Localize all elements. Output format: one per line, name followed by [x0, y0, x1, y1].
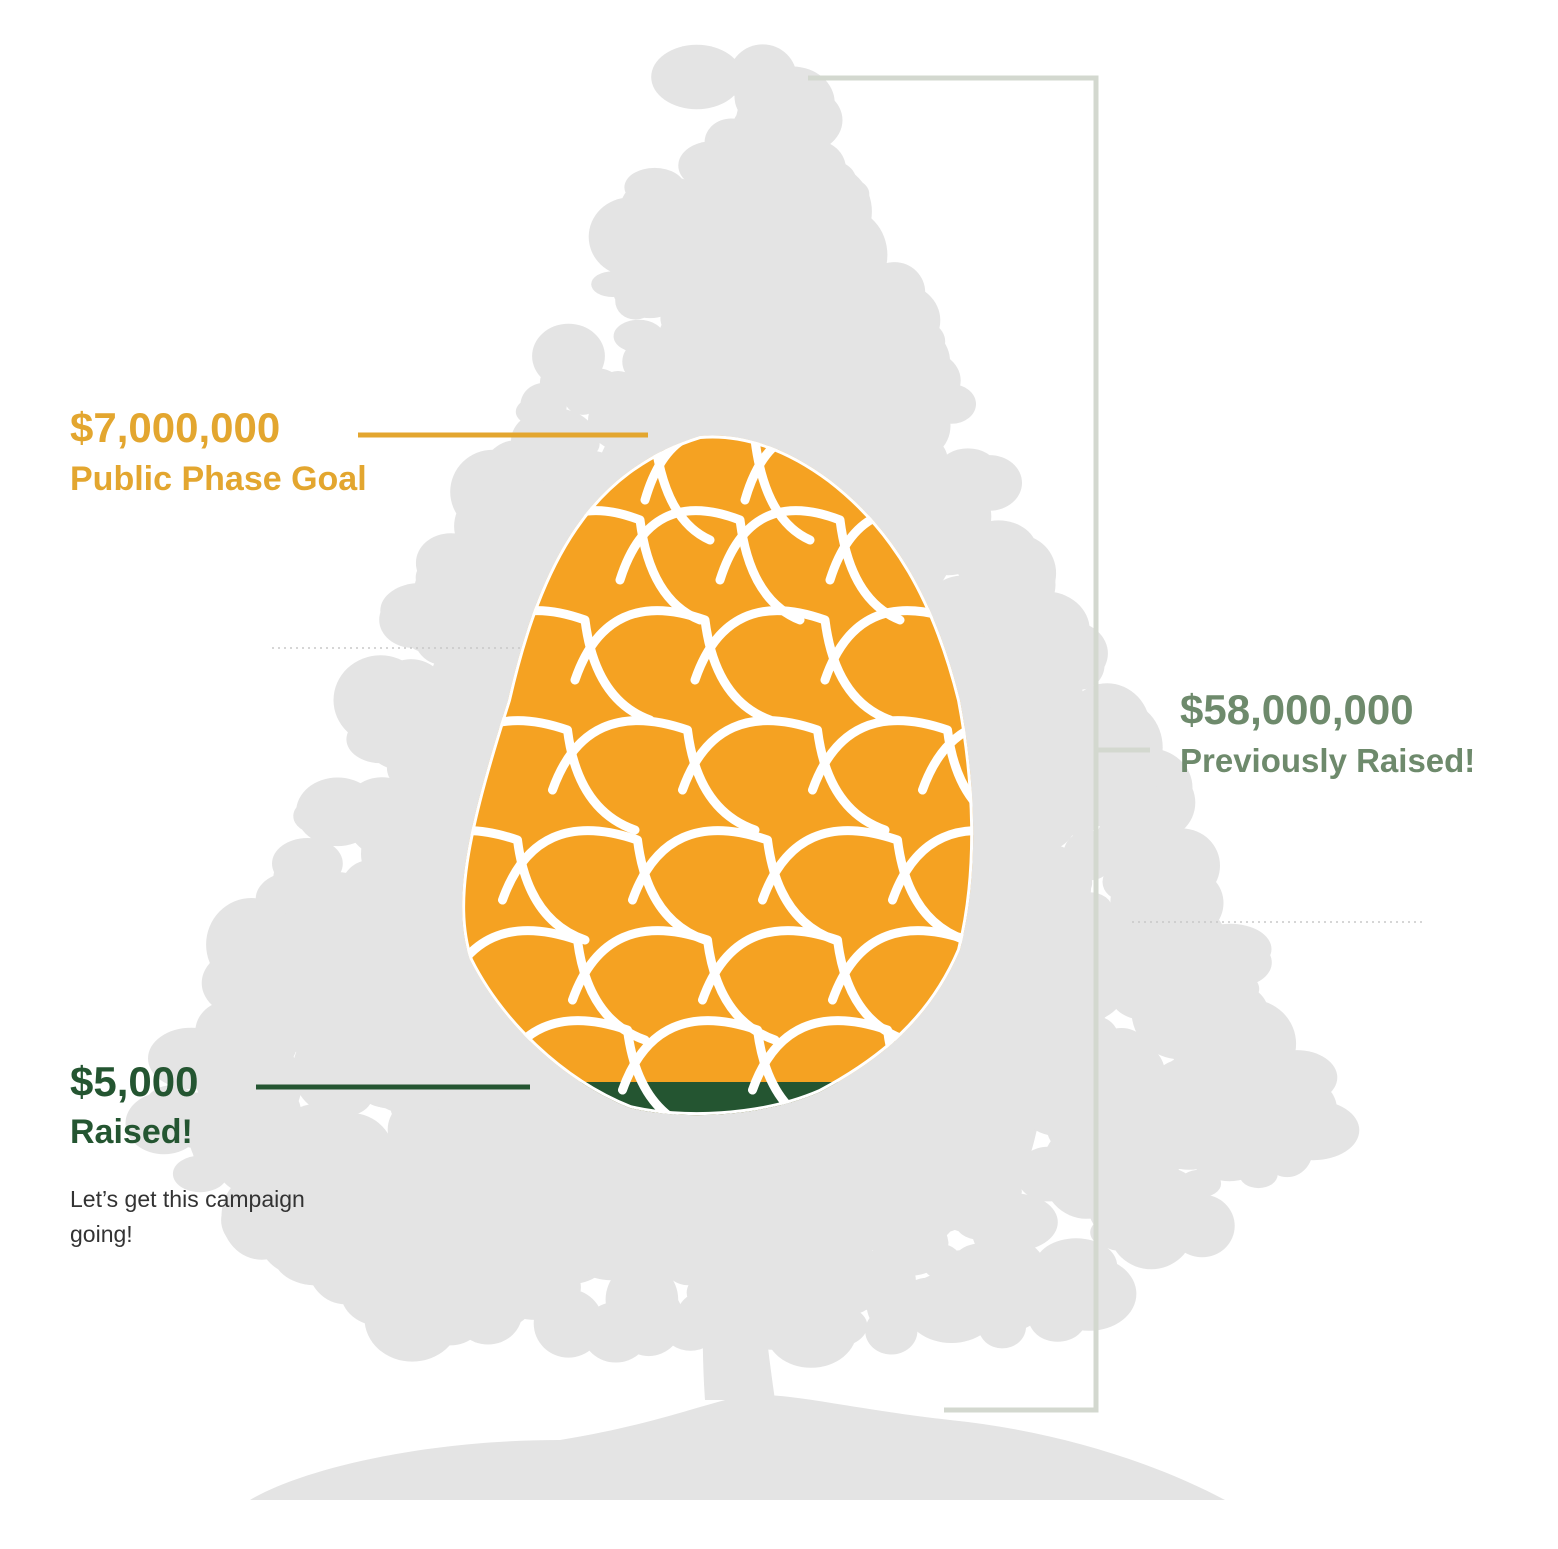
previous-amount: $58,000,000	[1180, 686, 1414, 733]
goal-label: Public Phase Goal	[70, 460, 367, 498]
goal-amount: $7,000,000	[70, 404, 281, 451]
previous-label: Previously Raised!	[1180, 742, 1476, 779]
raised-amount: $5,000	[70, 1058, 199, 1105]
raised-label: Raised!	[70, 1113, 193, 1151]
previous-bracket	[808, 75, 1150, 1413]
campaign-note: Let’s get this campaign going!	[70, 1186, 305, 1247]
ground-shape	[250, 1395, 1225, 1500]
